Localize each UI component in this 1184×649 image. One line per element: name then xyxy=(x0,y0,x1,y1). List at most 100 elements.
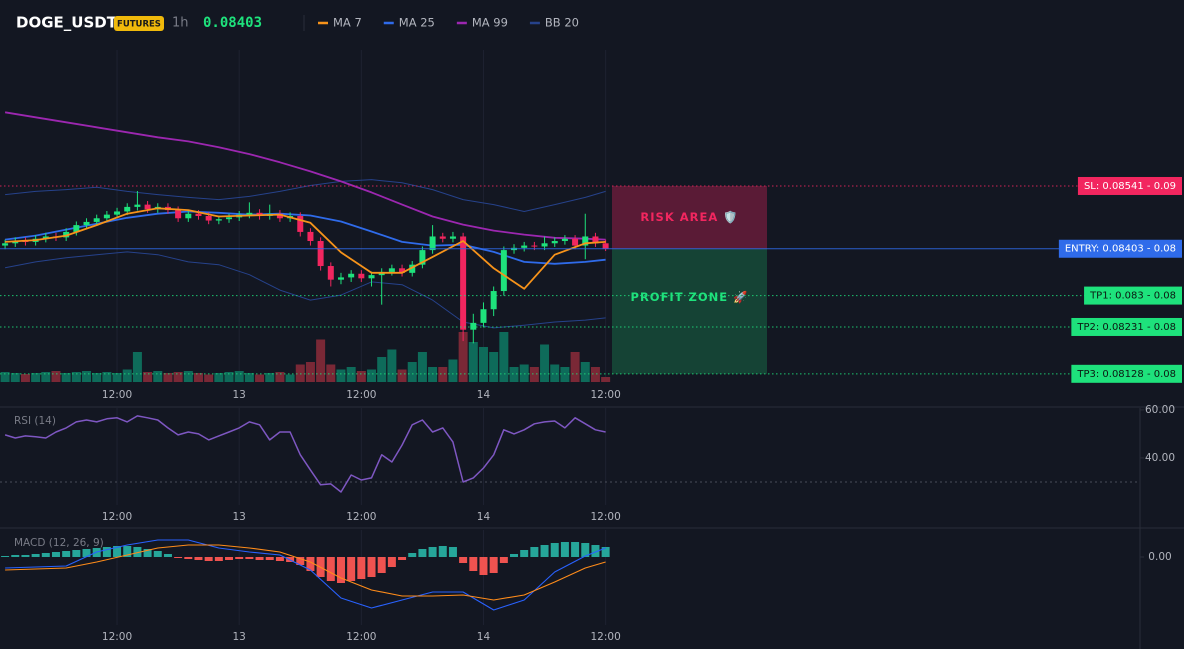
candle-body xyxy=(439,236,446,239)
macd-line xyxy=(5,544,606,601)
x-tick-label: 14 xyxy=(477,631,491,643)
macd-histogram xyxy=(275,557,284,561)
candle-body xyxy=(358,273,365,279)
macd-histogram xyxy=(255,557,264,560)
volume-bar xyxy=(529,367,539,382)
badge: FUTURES xyxy=(117,20,161,30)
bb-lower xyxy=(5,251,606,329)
volume-bar xyxy=(560,367,570,382)
x-tick-label: 12:00 xyxy=(102,631,132,643)
candle-body xyxy=(419,250,426,265)
candle-body xyxy=(215,219,222,221)
volume-bar xyxy=(71,372,81,382)
macd-histogram xyxy=(560,542,569,557)
macd-histogram xyxy=(163,554,172,557)
level-tag: SL: 0.08541 - 0.09 xyxy=(1084,181,1176,192)
candle-body xyxy=(185,213,192,219)
macd-histogram xyxy=(296,557,305,565)
macd-histogram xyxy=(469,557,478,571)
zone-label: RISK AREA 🛡️ xyxy=(640,210,738,224)
volume-bar xyxy=(407,362,417,382)
candle-body xyxy=(388,268,395,272)
ma-line xyxy=(5,207,606,290)
macd-histogram xyxy=(428,547,437,557)
volume-bar xyxy=(458,332,468,382)
candle-body xyxy=(368,275,375,279)
candle-body xyxy=(348,273,355,278)
candle-body xyxy=(592,236,599,244)
badge-bg xyxy=(114,16,164,31)
legend-label: BB 20 xyxy=(545,16,579,30)
macd-histogram xyxy=(235,557,244,559)
candle-body xyxy=(226,217,233,220)
level-tag-bg xyxy=(1077,176,1182,195)
macd-histogram xyxy=(540,545,549,557)
macd-histogram xyxy=(225,557,234,560)
candle-body xyxy=(460,236,467,330)
volume-bar xyxy=(438,367,448,382)
volume-bar xyxy=(316,339,326,382)
y-tick-label: 60.00 xyxy=(1145,404,1175,416)
volume-bar xyxy=(367,369,377,382)
candle-body xyxy=(246,212,253,215)
volume-bar xyxy=(31,373,41,382)
zone-label: PROFIT ZONE 🚀 xyxy=(631,290,749,304)
candle-body xyxy=(175,210,182,219)
volume-bar xyxy=(377,357,387,382)
macd-histogram xyxy=(377,557,386,573)
x-tick-label: 12:00 xyxy=(346,389,376,401)
bb-upper xyxy=(5,179,606,212)
volume-bar xyxy=(173,372,183,382)
volume-bar xyxy=(143,372,153,382)
macd-histogram xyxy=(82,549,91,557)
candle-body xyxy=(2,243,9,246)
candle-body xyxy=(582,236,589,246)
volume-bar xyxy=(153,371,163,382)
candle-body xyxy=(337,277,344,280)
volume-bar xyxy=(204,374,214,382)
candle-body xyxy=(409,264,416,273)
candle-body xyxy=(195,213,202,216)
volume-bar xyxy=(387,349,397,382)
volume-bar xyxy=(428,367,438,382)
volume-bar xyxy=(509,367,519,382)
volume-bar xyxy=(305,362,315,382)
candle-body xyxy=(602,243,609,249)
x-tick-label: 14 xyxy=(477,389,491,401)
candle-body xyxy=(297,216,304,232)
candle-body xyxy=(205,216,212,221)
level-tag: TP2: 0.08231 - 0.08 xyxy=(1076,322,1176,333)
macd-histogram xyxy=(418,549,427,557)
macd-histogram xyxy=(459,557,468,563)
volume-bar xyxy=(417,352,427,382)
macd-histogram xyxy=(520,550,529,557)
panel-title: MACD (12, 26, 9) xyxy=(14,537,104,549)
volume-bar xyxy=(499,332,509,382)
interval: 1h xyxy=(172,16,189,31)
volume-bar xyxy=(275,372,285,382)
macd-histogram xyxy=(550,543,559,557)
macd-histogram xyxy=(357,557,366,579)
volume-bar xyxy=(61,373,71,382)
macd-histogram xyxy=(367,557,376,577)
candle-body xyxy=(470,322,477,330)
symbol: DOGE_USDT xyxy=(16,14,118,32)
candle-body xyxy=(73,225,80,232)
volume-bar xyxy=(570,352,580,382)
macd-histogram xyxy=(438,546,447,557)
volume-bar xyxy=(550,364,560,382)
macd-histogram xyxy=(184,557,193,559)
macd-histogram xyxy=(306,557,315,571)
macd-histogram xyxy=(153,551,162,557)
volume-bar xyxy=(468,342,478,382)
candle-body xyxy=(134,204,141,207)
macd-histogram xyxy=(479,557,488,575)
x-tick-label: 12:00 xyxy=(590,631,620,643)
macd-histogram xyxy=(601,547,610,557)
candle-body xyxy=(480,309,487,323)
macd-histogram xyxy=(1,556,10,557)
candle-body xyxy=(551,241,558,244)
volume-bar xyxy=(112,373,122,382)
macd-histogram xyxy=(21,555,30,557)
level-tag-bg xyxy=(1071,364,1182,383)
